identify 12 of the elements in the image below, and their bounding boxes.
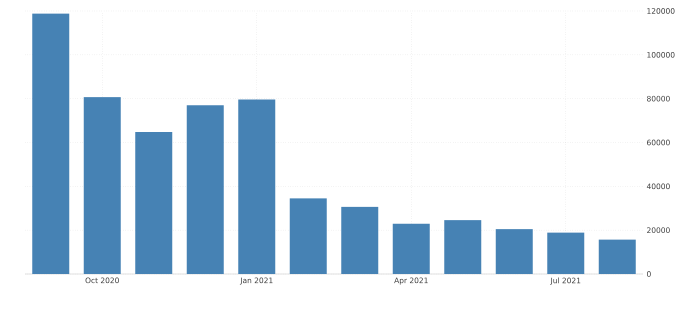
bar: [290, 198, 327, 274]
bar: [84, 97, 121, 274]
bar: [135, 132, 172, 274]
bar: [496, 229, 533, 274]
bar: [32, 14, 70, 274]
bar: [186, 105, 224, 274]
bar: [238, 100, 276, 274]
bar: [392, 224, 430, 274]
bar: [444, 220, 482, 274]
bar: [341, 206, 378, 274]
bar: [547, 232, 584, 274]
bar: [598, 240, 636, 274]
